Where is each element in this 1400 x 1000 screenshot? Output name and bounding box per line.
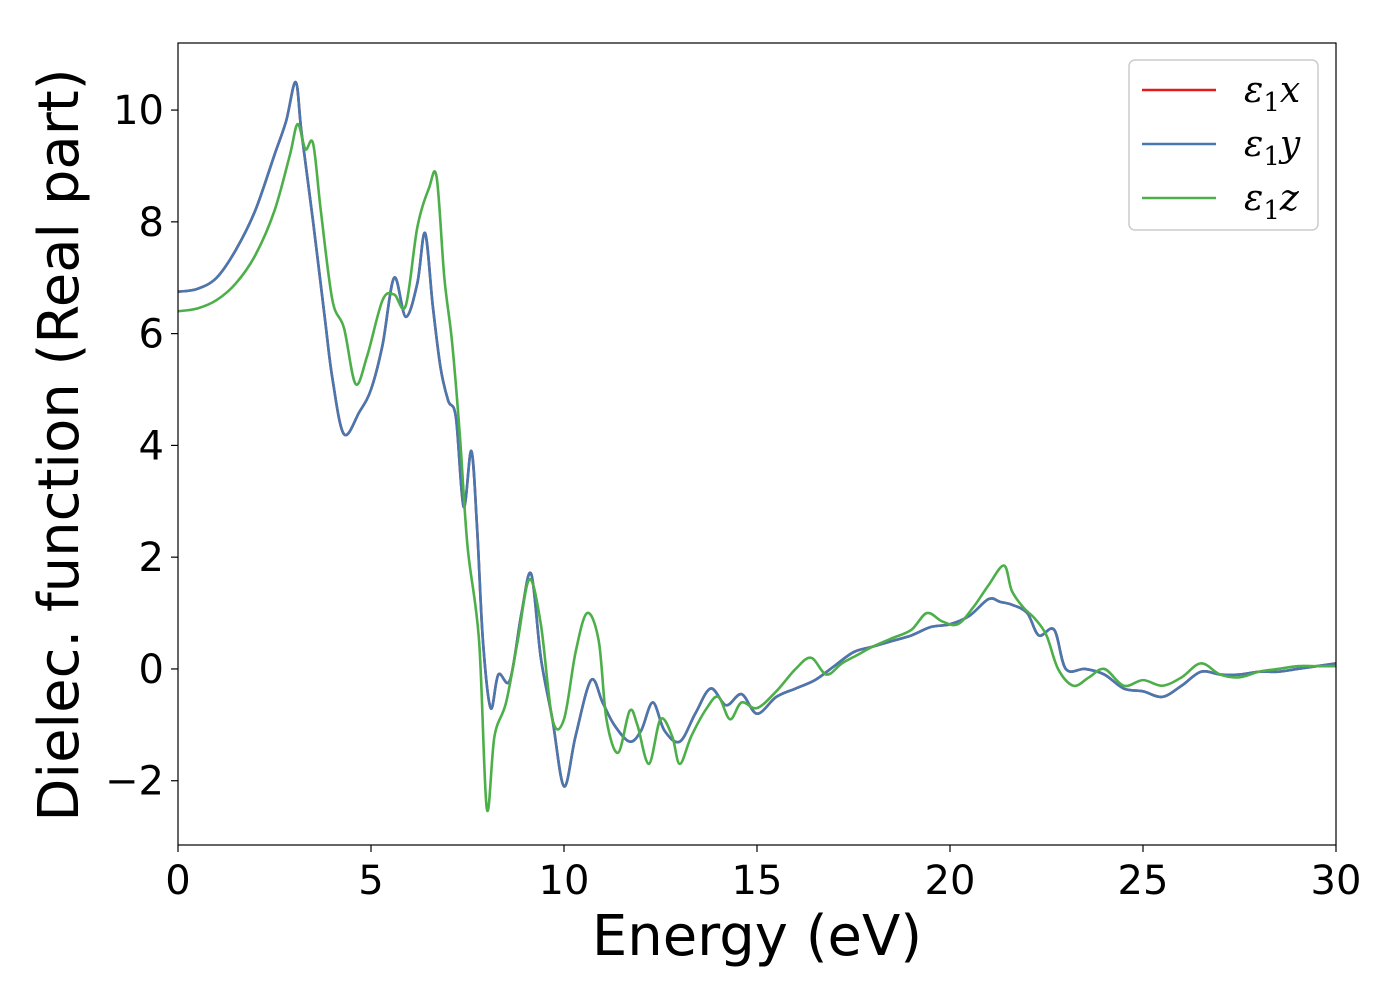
- y-tick-label: 2: [139, 535, 164, 581]
- y-tick-label: 6: [139, 312, 164, 358]
- series-line-z: [177, 122, 1336, 813]
- legend-label-z: ε1z: [1244, 178, 1300, 226]
- x-axis-label: Energy (eV): [592, 904, 922, 969]
- x-tick-label: 30: [1311, 858, 1362, 904]
- y-tick-label: −2: [105, 759, 164, 805]
- legend-box: [1128, 59, 1319, 231]
- y-axis-label: Dielec. function (Real part): [27, 68, 92, 821]
- x-tick-label: 0: [165, 858, 190, 904]
- y-axis-ticks: −2 0 2 4 6 8 10: [105, 88, 178, 805]
- legend-label-x: ε1x: [1244, 70, 1300, 118]
- series-layer: [177, 80, 1337, 813]
- x-axis-ticks: 0 5 10 15 20 25 30: [165, 845, 1361, 904]
- x-tick-label: 15: [732, 858, 783, 904]
- legend: ε1x ε1y ε1z: [1128, 59, 1319, 231]
- x-tick-label: 25: [1118, 858, 1169, 904]
- legend-items: ε1x ε1y ε1z: [1142, 70, 1301, 226]
- y-tick-label: 4: [139, 423, 164, 469]
- y-tick-label: 10: [113, 88, 164, 134]
- y-tick-label: 8: [139, 200, 164, 246]
- x-tick-label: 10: [539, 858, 590, 904]
- x-tick-label: 20: [925, 858, 976, 904]
- x-tick-label: 5: [358, 858, 383, 904]
- y-tick-label: 0: [139, 647, 164, 693]
- legend-label-y: ε1y: [1244, 124, 1301, 172]
